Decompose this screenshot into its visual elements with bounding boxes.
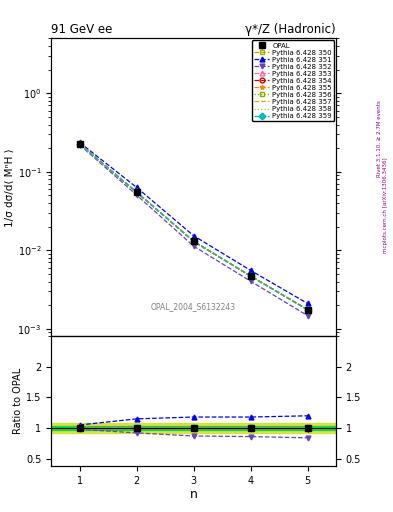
Pythia 6.428 359 [191,238,196,244]
Pythia 6.428 357 [191,238,196,244]
Legend: OPAL, Pythia 6.428 350, Pythia 6.428 351, Pythia 6.428 352, Pythia 6.428 353, Py: OPAL, Pythia 6.428 350, Pythia 6.428 351… [252,40,334,121]
Pythia 6.428 353 [305,307,310,313]
Line: Pythia 6.428 350: Pythia 6.428 350 [77,141,310,312]
Pythia 6.428 358 [191,238,196,244]
Line: Pythia 6.428 359: Pythia 6.428 359 [77,142,310,312]
Pythia 6.428 353 [77,141,82,147]
Pythia 6.428 359 [248,273,253,279]
Line: Pythia 6.428 354: Pythia 6.428 354 [77,142,310,312]
Pythia 6.428 354 [305,307,310,313]
Text: OPAL_2004_S6132243: OPAL_2004_S6132243 [151,302,236,311]
Pythia 6.428 351 [305,301,310,307]
Bar [51,426,336,430]
Pythia 6.428 359 [305,307,310,313]
Bar [51,423,336,433]
Line: Pythia 6.428 351: Pythia 6.428 351 [77,140,310,306]
X-axis label: n: n [189,488,198,501]
Pythia 6.428 353 [191,238,196,244]
Pythia 6.428 358 [134,189,139,195]
Pythia 6.428 357 [305,307,310,313]
Pythia 6.428 359 [134,189,139,195]
Pythia 6.428 355 [77,141,82,147]
Pythia 6.428 356 [134,189,139,195]
Y-axis label: Ratio to OPAL: Ratio to OPAL [13,368,23,434]
Pythia 6.428 350 [248,273,253,279]
Line: Pythia 6.428 355: Pythia 6.428 355 [77,142,310,312]
Pythia 6.428 352 [134,192,139,198]
Pythia 6.428 355 [248,273,253,279]
Line: Pythia 6.428 358: Pythia 6.428 358 [79,144,307,310]
Pythia 6.428 358 [77,141,82,147]
Pythia 6.428 355 [191,238,196,244]
Pythia 6.428 350 [77,141,82,147]
Line: Pythia 6.428 356: Pythia 6.428 356 [77,142,310,312]
Pythia 6.428 357 [77,141,82,147]
Pythia 6.428 353 [248,273,253,279]
Pythia 6.428 354 [77,141,82,147]
Line: Pythia 6.428 353: Pythia 6.428 353 [77,141,310,312]
Pythia 6.428 353 [134,189,139,195]
Text: γ*/Z (Hadronic): γ*/Z (Hadronic) [245,23,336,36]
Pythia 6.428 350 [134,189,139,195]
Line: Pythia 6.428 357: Pythia 6.428 357 [79,144,307,310]
Pythia 6.428 350 [305,307,310,313]
Pythia 6.428 355 [305,307,310,313]
Pythia 6.428 356 [77,141,82,147]
Pythia 6.428 356 [248,273,253,279]
Pythia 6.428 352 [191,243,196,249]
Pythia 6.428 358 [305,307,310,313]
Y-axis label: 1/σ dσ/d⟨ MⁿH ⟩: 1/σ dσ/d⟨ MⁿH ⟩ [5,148,15,227]
Pythia 6.428 352 [305,312,310,318]
Pythia 6.428 351 [248,267,253,273]
Pythia 6.428 352 [248,278,253,284]
Pythia 6.428 351 [77,139,82,145]
Pythia 6.428 350 [191,238,196,244]
Pythia 6.428 351 [191,232,196,239]
Line: Pythia 6.428 352: Pythia 6.428 352 [77,142,310,318]
Pythia 6.428 354 [134,189,139,195]
Pythia 6.428 351 [134,184,139,190]
Pythia 6.428 359 [77,141,82,147]
Text: mcplots.cern.ch [arXiv:1306.3436]: mcplots.cern.ch [arXiv:1306.3436] [384,157,388,252]
Text: 91 GeV ee: 91 GeV ee [51,23,112,36]
Pythia 6.428 352 [77,142,82,148]
Text: Rivet 3.1.10, ≥ 2.7M events: Rivet 3.1.10, ≥ 2.7M events [376,100,381,177]
Pythia 6.428 354 [248,273,253,279]
Pythia 6.428 357 [134,189,139,195]
Pythia 6.428 357 [248,273,253,279]
Pythia 6.428 356 [191,238,196,244]
Pythia 6.428 354 [191,238,196,244]
Pythia 6.428 356 [305,307,310,313]
Pythia 6.428 358 [248,273,253,279]
Pythia 6.428 355 [134,189,139,195]
